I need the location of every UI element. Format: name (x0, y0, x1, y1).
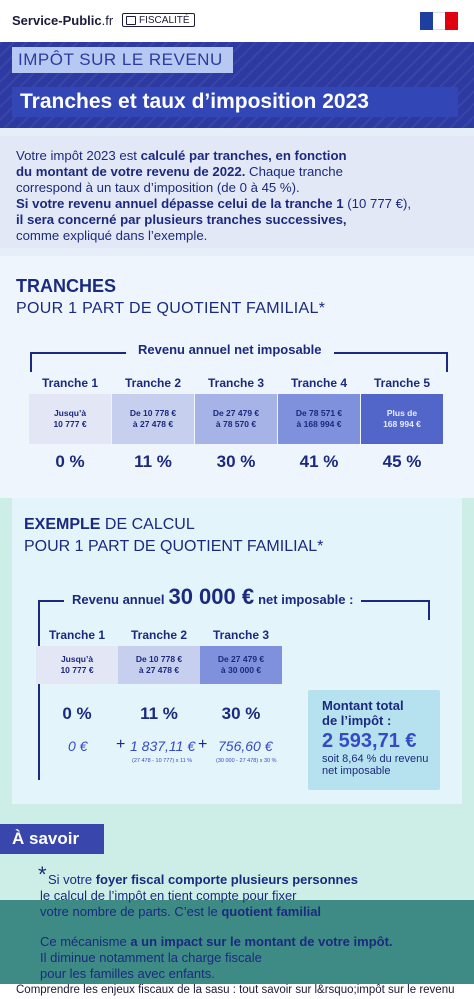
french-flag-logo (420, 12, 459, 30)
total-amount: 2 593,71 € (322, 730, 417, 752)
example-title: EXEMPLE DE CALCUL (24, 516, 195, 533)
tranches-section: TRANCHES POUR 1 PART DE QUOTIENT FAMILIA… (0, 256, 474, 498)
tranche-3-label: Tranche 3 (207, 376, 265, 390)
example-tranche-1-range: Jusqu’à 10 777 € (36, 646, 118, 684)
example-tranche-1-label: Tranche 1 (48, 628, 106, 642)
income-bracket-label: Revenu annuel net imposable (126, 342, 334, 357)
site-logo[interactable]: Service-Public.fr (12, 13, 114, 28)
plus-sign: + (116, 736, 126, 753)
tranche-3-rate: 30 % (216, 452, 256, 471)
tranche-1-range: Jusqu’à 10 777 € (29, 394, 111, 444)
footer-caption: Comprendre les enjeux fiscaux de la sasu… (0, 984, 474, 999)
example-subtitle: POUR 1 PART DE QUOTIENT FAMILIAL* (24, 538, 324, 555)
example-income-amount: 30 000 € (168, 584, 255, 609)
page-title: Tranches et taux d’imposition 2023 (12, 87, 458, 117)
example-tranche-1-amount: 0 € (68, 738, 88, 754)
tranche-1-rate: 0 % (55, 452, 85, 471)
savoir-title: À savoir (0, 824, 104, 854)
asterisk: * (38, 862, 47, 887)
tranche-5-range: Plus de 168 994 € (361, 394, 443, 444)
example-tranche-3-rate: 30 % (221, 704, 261, 723)
example-tranche-2-range: De 10 778 € à 27 478 € (118, 646, 200, 684)
intro-text: Votre impôt 2023 est calculé par tranche… (16, 148, 412, 243)
total-box: Montant total de l’impôt : 2 593,71 € so… (308, 690, 440, 790)
example-tranche-3-label: Tranche 3 (212, 628, 270, 642)
tranche-4-label: Tranche 4 (290, 376, 348, 390)
total-percent: soit 8,64 % du revenu (322, 753, 429, 765)
tranche-2-rate: 11 % (134, 452, 172, 471)
tranches-title: TRANCHES (16, 276, 117, 296)
tranche-3-range: De 27 479 € à 78 570 € (195, 394, 277, 444)
example-section: EXEMPLE DE CALCUL POUR 1 PART DE QUOTIEN… (0, 498, 474, 820)
kicker-label: IMPÔT SUR LE REVENU (12, 47, 233, 73)
tranche-5-rate: 45 % (382, 452, 422, 471)
tranche-4-rate: 41 % (299, 452, 339, 471)
category-badge: FISCALITÉ (122, 13, 195, 27)
tranche-4-range: De 78 571 € à 168 994 € (278, 394, 360, 444)
tranches-subtitle: POUR 1 PART DE QUOTIENT FAMILIAL* (16, 300, 326, 317)
tranche-5-label: Tranche 5 (373, 376, 431, 390)
hero-banner: IMPÔT SUR LE REVENU Tranches et taux d’i… (0, 42, 474, 128)
example-tranche-2-rate: 11 % (140, 704, 178, 723)
example-tranche-2-formula: (27 478 - 10 777) x 11 % (132, 758, 193, 764)
savoir-line-3: votre nombre de parts. C’est le quotient… (40, 904, 322, 919)
example-tranche-3-range: De 27 479 € à 30 000 € (200, 646, 282, 684)
savoir-line-2: le calcul de l’impôt en tient compte pou… (40, 888, 297, 903)
example-tranche-2-amount: 1 837,11 € (130, 738, 196, 754)
example-tranche-3-amount: 756,60 € (218, 738, 273, 754)
total-label: Montant total (322, 698, 404, 713)
plus-sign: + (198, 736, 208, 753)
tranche-2-label: Tranche 2 (124, 376, 182, 390)
tranche-1-label: Tranche 1 (41, 376, 99, 390)
example-tranche-1-rate: 0 % (62, 704, 92, 723)
total-percent-2: net imposable (322, 765, 391, 777)
savoir-line-6: pour les familles avec enfants. (40, 966, 215, 981)
intro-section: Votre impôt 2023 est calculé par tranche… (0, 128, 474, 256)
savoir-line-4: Ce mécanisme a un impact sur le montant … (40, 934, 393, 949)
top-bar: Service-Public.fr FISCALITÉ (0, 0, 474, 42)
savoir-line-5: Il diminue notamment la charge fiscale (40, 950, 262, 965)
tranche-2-range: De 10 778 € à 27 478 € (112, 394, 194, 444)
example-tranche-2-label: Tranche 2 (130, 628, 188, 642)
savoir-line-1: Si votre foyer fiscal comporte plusieurs… (48, 872, 358, 887)
briefcase-icon (126, 16, 136, 25)
example-tranche-3-formula: (30 000 - 27 478) x 30 % (216, 758, 277, 764)
savoir-section: À savoir * Si votre foyer fiscal comport… (0, 820, 474, 999)
example-income-label: Revenu annuel 30 000 € net imposable : (64, 584, 362, 610)
total-label-2: de l’impôt : (322, 713, 392, 728)
